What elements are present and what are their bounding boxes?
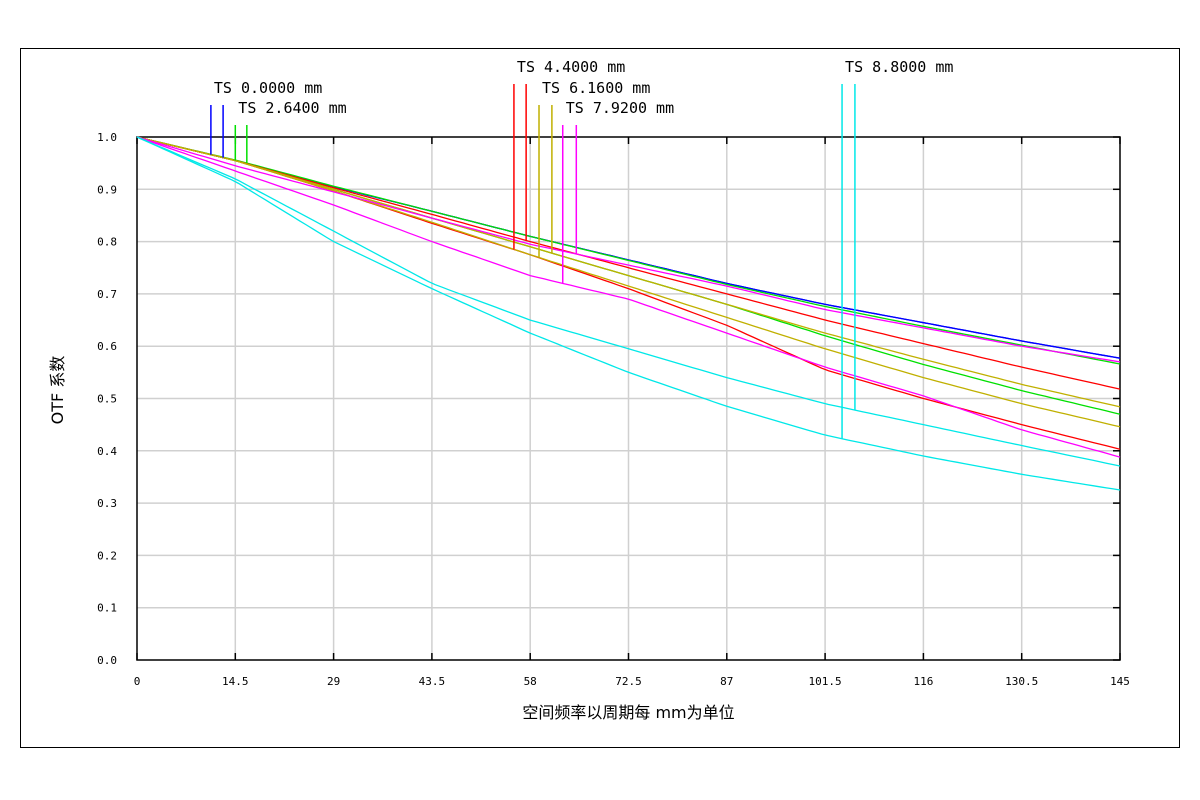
- curve-sagittal-5: [136, 136, 1121, 491]
- x-axis-label: 空间频率以周期每 mm为单位: [522, 703, 734, 722]
- x-tick-label: 87: [720, 675, 733, 688]
- x-tick-label: 116: [913, 675, 933, 688]
- plot-area: [136, 136, 1121, 661]
- legend-label: TS 4.4000 mm: [517, 58, 625, 76]
- curve-tangential-5: [136, 136, 1121, 467]
- legend-label: TS 8.8000 mm: [845, 58, 953, 76]
- x-tick-label: 145: [1110, 675, 1130, 688]
- y-tick-label: 1.0: [97, 131, 117, 144]
- curve-tangential-2: [136, 136, 1121, 390]
- curve-tangential-3: [136, 136, 1121, 408]
- x-tick-label: 14.5: [222, 675, 249, 688]
- y-tick-label: 0.6: [97, 340, 117, 353]
- y-tick-label: 0.5: [97, 393, 117, 406]
- y-tick-label: 0.8: [97, 236, 117, 249]
- y-tick-label: 0.3: [97, 497, 117, 510]
- y-tick-label: 0.7: [97, 288, 117, 301]
- x-tick-label: 101.5: [809, 675, 842, 688]
- y-tick-label: 0.4: [97, 445, 117, 458]
- y-tick-label: 0.2: [97, 549, 117, 562]
- chart-frame: [20, 48, 1180, 748]
- x-tick-label: 43.5: [419, 675, 446, 688]
- y-tick-label: 0.0: [97, 654, 117, 667]
- x-tick-label: 29: [327, 675, 340, 688]
- x-tick-label: 0: [134, 675, 141, 688]
- x-tick-label: 58: [524, 675, 537, 688]
- y-tick-label: 0.9: [97, 183, 117, 196]
- legend-label: TS 7.9200 mm: [566, 99, 674, 117]
- x-tick-label: 130.5: [1005, 675, 1038, 688]
- curve-sagittal-3: [136, 136, 1121, 428]
- y-axis-label: OTF 系数: [48, 356, 67, 425]
- legend-label: TS 6.1600 mm: [542, 79, 650, 97]
- curve-sagittal-4: [136, 136, 1121, 458]
- x-tick-label: 72.5: [615, 675, 642, 688]
- y-tick-label: 0.1: [97, 602, 117, 615]
- legend-label: TS 2.6400 mm: [238, 99, 346, 117]
- curve-tangential-4: [136, 136, 1121, 363]
- legend-label: TS 0.0000 mm: [214, 79, 322, 97]
- curve-tangential-1: [136, 136, 1121, 365]
